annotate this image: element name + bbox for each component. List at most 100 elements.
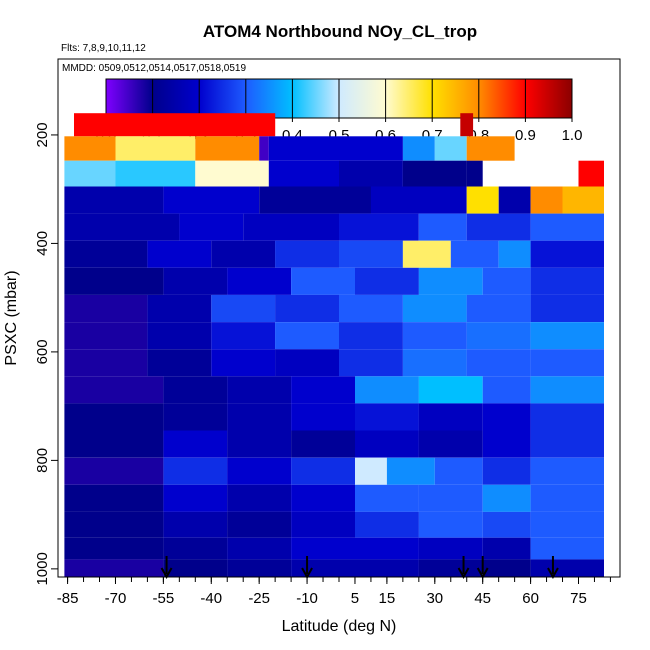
heatmap-cell	[227, 484, 292, 512]
heatmap-cell	[418, 267, 483, 295]
heatmap-cell	[291, 511, 355, 538]
heatmap-cell	[163, 457, 228, 485]
chart-title: ATOM4 Northbound NOy_CL_trop	[203, 22, 477, 41]
heatmap-cell	[227, 457, 292, 485]
heatmap-cell	[434, 136, 467, 161]
heatmap-cell	[355, 376, 419, 404]
heatmap-cell	[163, 267, 228, 295]
heatmap-cell	[64, 186, 164, 214]
heatmap-cell	[482, 430, 531, 458]
heatmap-cell	[434, 457, 483, 485]
heatmap-cell	[482, 537, 531, 560]
heatmap-cell	[163, 430, 228, 458]
heatmap-cell	[418, 537, 483, 560]
heatmap-cell	[163, 484, 228, 512]
heatmap-cell	[355, 484, 419, 512]
heatmap-cell	[227, 537, 292, 560]
heatmap-cell	[163, 186, 260, 214]
heatmap-cell	[482, 267, 531, 295]
heatmap-cell	[450, 240, 499, 268]
heatmap-cell	[163, 511, 228, 538]
y-tick-label: 600	[34, 339, 51, 364]
heatmap-cell	[466, 160, 483, 187]
x-tick-label: -10	[296, 590, 318, 607]
heatmap-cell	[370, 186, 467, 214]
heatmap-cell	[402, 160, 467, 187]
heatmap-cell	[498, 186, 531, 214]
heatmap-cell	[291, 537, 355, 560]
heatmap-cell	[482, 457, 531, 485]
heatmap-cell	[291, 403, 355, 431]
heatmap-cell	[275, 240, 339, 268]
heatmap-cell	[64, 457, 164, 485]
colorbar-tick-label: 0.9	[515, 127, 536, 144]
heatmap-cell	[339, 294, 403, 322]
y-tick-label: 400	[34, 231, 51, 256]
x-tick-label: 5	[351, 590, 359, 607]
heatmap-cell	[227, 267, 292, 295]
heatmap-cell	[163, 559, 228, 577]
heatmap-cell	[64, 484, 164, 512]
heatmap-cell	[211, 294, 276, 322]
y-tick-label: 800	[34, 448, 51, 473]
heatmap-cell	[530, 267, 604, 295]
x-tick-label: -85	[57, 590, 79, 607]
heatmap-cell	[530, 457, 604, 485]
heatmap-cell	[530, 240, 604, 268]
heatmap-cell	[64, 213, 180, 241]
heatmap-cell	[530, 511, 604, 538]
heatmap-cell	[211, 240, 276, 268]
heatmap-cell	[418, 403, 483, 431]
x-tick-label: 75	[570, 590, 587, 607]
heatmap-cell	[355, 511, 419, 538]
y-tick-label: 1000	[34, 552, 51, 585]
heatmap-cell	[291, 559, 355, 577]
heatmap-cell	[339, 322, 403, 350]
heatmap-cell	[530, 349, 604, 377]
heatmap-cell	[64, 430, 164, 458]
heatmap-cell	[64, 349, 148, 377]
heatmap-cell	[460, 113, 474, 137]
heatmap-cell	[291, 376, 355, 404]
heatmap-cell	[64, 294, 148, 322]
heatmap-cell	[402, 349, 467, 377]
heatmap-cell	[147, 322, 212, 350]
y-axis: 200 400 600 800 1000	[34, 122, 58, 586]
heatmap-cell	[482, 376, 531, 404]
heatmap-cell	[227, 430, 292, 458]
heatmap-cell	[64, 403, 164, 431]
heatmap-cell	[291, 267, 355, 295]
heatmap-cell	[466, 136, 515, 161]
heatmap-cell	[418, 484, 483, 512]
heatmap-cell	[355, 430, 419, 458]
heatmap-cell	[227, 559, 292, 577]
x-tick-label: 30	[426, 590, 443, 607]
heatmap-cell	[355, 537, 419, 560]
x-tick-label: -40	[200, 590, 222, 607]
heatmap-cell	[355, 559, 419, 577]
heatmap-cell	[498, 240, 531, 268]
heatmap-cell	[195, 136, 260, 161]
heatmap-cell	[339, 240, 403, 268]
chart-subtitle-dates: MMDD: 0509,0512,0514,0517,0518,0519	[62, 63, 246, 74]
heatmap-cell	[339, 160, 403, 187]
heatmap-cell	[482, 559, 531, 577]
heatmap-cell	[147, 349, 212, 377]
heatmap-cell	[466, 186, 499, 214]
heatmap-cell	[74, 113, 276, 137]
x-tick-label: -70	[105, 590, 127, 607]
heatmap-cell	[530, 213, 604, 241]
y-tick-label: 200	[34, 122, 51, 147]
heatmap-cell	[386, 457, 435, 485]
x-tick-label: -25	[248, 590, 270, 607]
heatmap-cell	[64, 240, 148, 268]
heatmap-cell	[291, 484, 355, 512]
heatmap-cell	[163, 537, 228, 560]
heatmap-cell	[466, 213, 531, 241]
x-axis-label: Latitude (deg N)	[282, 618, 397, 635]
y-axis-label: PSXC (mbar)	[3, 270, 20, 365]
heatmap-cell	[530, 294, 604, 322]
colorbar-tick-label: 1.0	[562, 127, 583, 144]
heatmap-cell	[418, 511, 483, 538]
